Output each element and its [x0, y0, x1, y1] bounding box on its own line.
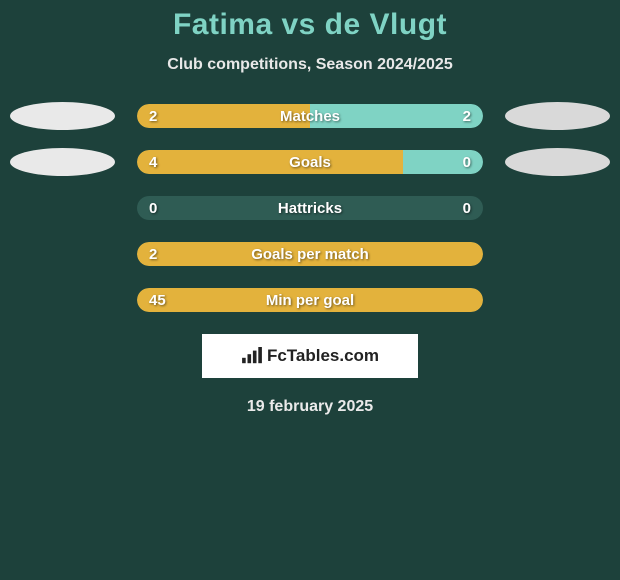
logo-box: FcTables.com [202, 334, 418, 378]
player-right-oval [505, 148, 610, 176]
player-left-oval [10, 286, 115, 314]
stat-row: 2Goals per match [0, 242, 620, 266]
logo: FcTables.com [241, 346, 379, 366]
card-title: Fatima vs de Vlugt [0, 8, 620, 42]
stat-row: 40Goals [0, 150, 620, 174]
stat-bar: 40Goals [137, 150, 483, 174]
stat-rows: 22Matches 40Goals 00Hattricks 2Goals per ma… [0, 104, 620, 312]
player-left-oval [10, 102, 115, 130]
player-left-oval [10, 240, 115, 268]
player-left-oval [10, 194, 115, 222]
comparison-card: Fatima vs de Vlugt Club competitions, Se… [0, 0, 620, 416]
stat-label: Hattricks [137, 196, 483, 220]
stat-row: 45Min per goal [0, 288, 620, 312]
stat-bar: 2Goals per match [137, 242, 483, 266]
stat-row: 22Matches [0, 104, 620, 128]
player-left-oval [10, 148, 115, 176]
card-subtitle: Club competitions, Season 2024/2025 [0, 56, 620, 74]
stat-label: Goals per match [137, 242, 483, 266]
stat-label: Matches [137, 104, 483, 128]
stat-row: 00Hattricks [0, 196, 620, 220]
stat-label: Goals [137, 150, 483, 174]
logo-text: FcTables.com [267, 346, 379, 366]
player-right-oval [505, 194, 610, 222]
date-text: 19 february 2025 [0, 398, 620, 416]
stat-bar: 22Matches [137, 104, 483, 128]
player-right-oval [505, 102, 610, 130]
player-right-oval [505, 240, 610, 268]
player-right-oval [505, 286, 610, 314]
stat-label: Min per goal [137, 288, 483, 312]
stat-bar: 45Min per goal [137, 288, 483, 312]
bar-chart-icon [241, 347, 263, 365]
stat-bar: 00Hattricks [137, 196, 483, 220]
